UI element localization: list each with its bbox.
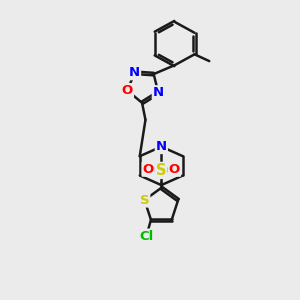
Text: S: S [140,194,149,206]
Text: O: O [122,84,133,97]
Text: N: N [156,140,167,153]
Text: O: O [142,163,154,176]
Text: N: N [129,66,140,79]
Text: S: S [156,163,166,178]
Text: N: N [153,86,164,99]
Text: Cl: Cl [139,230,154,243]
Text: O: O [169,163,180,176]
